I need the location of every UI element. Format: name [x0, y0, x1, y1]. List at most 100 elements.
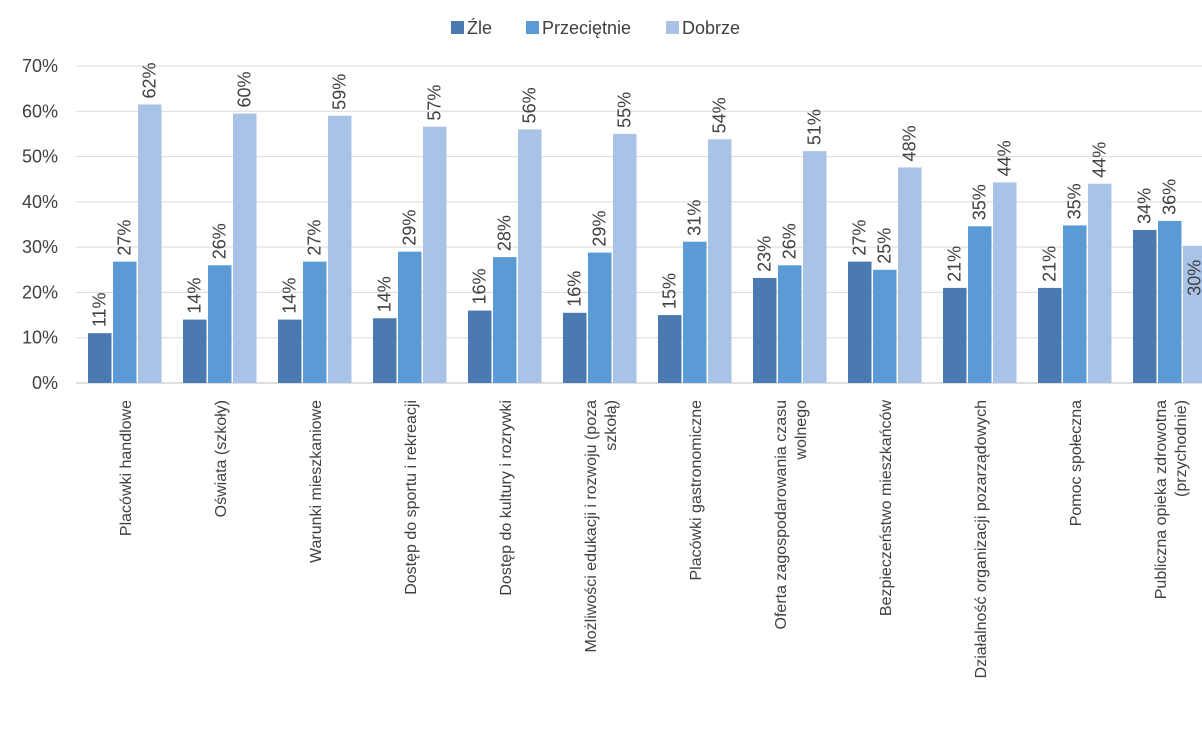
bar-1-1: [208, 265, 232, 383]
data-label: 21%: [945, 246, 965, 282]
data-label: 29%: [400, 210, 420, 246]
y-tick-label: 40%: [22, 192, 58, 212]
data-label: 27%: [115, 220, 135, 256]
data-label: 30%: [1185, 260, 1202, 296]
bar-1-2: [303, 261, 327, 383]
x-tick-label: Dostęp do sportu i rekreacji: [403, 400, 420, 595]
data-label: 27%: [850, 220, 870, 256]
y-tick-label: 20%: [22, 282, 58, 302]
bar-2-7: [803, 151, 827, 383]
legend-label: Źle: [467, 18, 492, 38]
legend-label: Przeciętnie: [542, 18, 631, 38]
x-tick-label: Publiczna opieka zdrowotna: [1153, 400, 1170, 599]
bar-1-6: [683, 241, 707, 383]
bar-1-3: [398, 251, 422, 383]
y-tick-label: 70%: [22, 56, 58, 76]
data-label: 31%: [685, 200, 705, 236]
data-label: 36%: [1160, 179, 1180, 215]
data-label: 62%: [140, 62, 160, 98]
bar-0-8: [848, 261, 872, 383]
y-tick-label: 10%: [22, 328, 58, 348]
legend-swatch: [666, 21, 679, 34]
data-label: 15%: [660, 273, 680, 309]
bar-1-9: [968, 226, 992, 383]
bar-0-6: [658, 315, 682, 383]
data-label: 44%: [1090, 142, 1110, 178]
legend-label: Dobrze: [682, 18, 740, 38]
data-label: 59%: [330, 74, 350, 110]
y-axis: 0% 10% 20% 30% 40% 50% 60% 70%: [22, 56, 58, 393]
data-label: 57%: [425, 85, 445, 121]
y-tick-label: 60%: [22, 101, 58, 121]
bar-0-5: [563, 312, 587, 383]
bar-1-10: [1063, 225, 1087, 383]
data-label: 60%: [235, 72, 255, 108]
data-label: 21%: [1040, 246, 1060, 282]
y-tick-label: 30%: [22, 237, 58, 257]
x-tick-label: Oświata (szkoły): [213, 400, 230, 517]
bar-2-5: [613, 133, 637, 383]
data-label: 14%: [280, 278, 300, 314]
bar-0-1: [183, 319, 207, 383]
data-label: 14%: [185, 278, 205, 314]
bar-2-1: [233, 113, 257, 384]
data-label: 23%: [755, 236, 775, 272]
data-label: 14%: [375, 276, 395, 312]
data-label: 16%: [470, 269, 490, 305]
x-tick-label: Oferta zagospodarowania czasu: [773, 400, 790, 629]
x-axis: Placówki handlowe Oświata (szkoły) Warunki…: [118, 400, 1190, 679]
bar-1-7: [778, 265, 802, 383]
bar-2-2: [328, 115, 352, 384]
x-tick-label: Pomoc społeczna: [1068, 400, 1085, 526]
bar-0-4: [468, 310, 492, 383]
data-label: 44%: [995, 140, 1015, 176]
x-tick-label: szkołą): [603, 400, 620, 451]
x-tick-label: Dostęp do kultury i rozrywki: [498, 400, 515, 596]
bar-0-0: [88, 333, 112, 383]
bar-2-4: [518, 129, 542, 383]
x-tick-label: Bezpieczeństwo mieszkańców: [878, 400, 895, 617]
data-label: 55%: [615, 92, 635, 128]
data-label: 26%: [780, 223, 800, 259]
bar-1-0: [113, 261, 137, 383]
x-tick-label: Działalność organizacji pozarządowych: [973, 400, 990, 678]
bar-2-10: [1088, 183, 1112, 383]
bar-2-0: [138, 104, 162, 383]
bar-0-11: [1133, 229, 1157, 383]
x-tick-label: wolnego: [793, 400, 810, 461]
gridlines: [76, 65, 1202, 384]
legend-swatch: [451, 21, 464, 34]
bar-0-3: [373, 318, 397, 383]
bar-0-2: [278, 319, 302, 383]
data-label: 27%: [305, 220, 325, 256]
data-label: 56%: [520, 87, 540, 123]
bar-0-9: [943, 287, 967, 383]
x-tick-label: Możliwości edukacji i rozwoju (poza: [583, 400, 600, 653]
bar-1-5: [588, 252, 612, 383]
bars: [88, 104, 1202, 384]
bar-0-10: [1038, 287, 1062, 383]
bar-2-11: [1183, 245, 1202, 383]
bar-1-11: [1158, 220, 1182, 383]
bar-1-8: [873, 269, 897, 383]
bar-2-8: [898, 167, 922, 383]
data-label: 34%: [1135, 188, 1155, 224]
data-label: 29%: [590, 211, 610, 247]
legend-swatch: [526, 21, 539, 34]
bar-0-7: [753, 277, 777, 383]
data-labels: 11% 14% 14% 14% 16% 16% 15%23% 27%21% 21%34%27% 2…: [90, 62, 1202, 327]
bar-2-6: [708, 139, 732, 383]
data-label: 11%: [90, 292, 110, 327]
y-tick-label: 50%: [22, 147, 58, 167]
data-label: 54%: [710, 97, 730, 133]
bar-2-9: [993, 182, 1017, 383]
x-tick-label: (przychodnie): [1173, 400, 1190, 497]
data-label: 25%: [875, 228, 895, 264]
data-label: 51%: [805, 109, 825, 145]
x-tick-label: Placówki handlowe: [118, 400, 135, 536]
data-label: 28%: [495, 215, 515, 251]
data-label: 16%: [565, 271, 585, 307]
x-tick-label: Warunki mieszkaniowe: [308, 400, 325, 563]
legend: Źle Przeciętnie Dobrze: [451, 18, 740, 38]
